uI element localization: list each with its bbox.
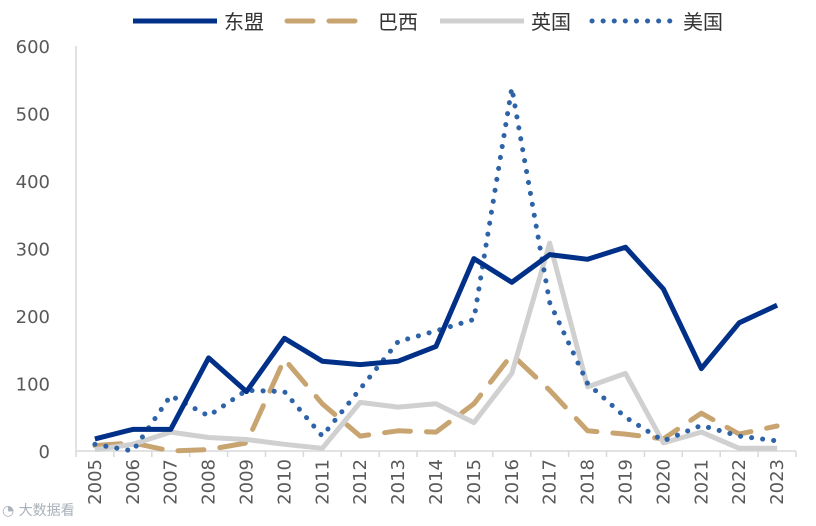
x-tick-label: 2023	[767, 459, 788, 505]
y-tick-label: 500	[16, 105, 50, 126]
watermark-icon: ◔	[2, 503, 19, 519]
legend-label-1: 巴西	[378, 10, 418, 34]
y-tick-label: 0	[39, 442, 50, 463]
x-tick-label: 2022	[729, 459, 750, 505]
series-line-0	[94, 244, 779, 442]
x-tick-label: 2021	[691, 459, 712, 505]
x-tick-label: 2006	[123, 459, 144, 505]
x-tick-label: 2015	[464, 459, 485, 505]
x-tick-label: 2020	[653, 459, 674, 505]
x-tick-label: 2009	[237, 459, 258, 505]
y-tick-label: 300	[16, 240, 50, 261]
x-tick-label: 2005	[85, 459, 106, 505]
x-tick-label: 2017	[540, 459, 561, 505]
y-tick-label: 400	[16, 172, 50, 193]
x-tick-label: 2011	[312, 459, 333, 505]
y-tick-label: 200	[16, 307, 50, 328]
x-tick-label: 2010	[274, 459, 295, 505]
x-tick-label: 2013	[388, 459, 409, 505]
watermark: ◔ 大数据看	[2, 503, 75, 519]
series-line-3	[92, 85, 780, 454]
x-tick-label: 2007	[161, 459, 182, 505]
legend-label-0: 东盟	[224, 10, 264, 34]
x-tick-label: 2012	[350, 459, 371, 505]
axes: 0 100 200 300 400 500 600 2005 2006 2007 2008 2009 2…	[16, 37, 797, 505]
y-tick-label: 100	[16, 375, 50, 396]
x-tick-label: 2014	[426, 459, 447, 505]
x-tick-label: 2008	[199, 459, 220, 505]
legend-label-2: 英国	[531, 10, 571, 34]
x-tick-label: 2019	[615, 459, 636, 505]
series-line-2	[94, 240, 778, 453]
series-group	[92, 85, 780, 454]
y-tick-label: 600	[16, 37, 50, 58]
legend: 东盟 巴西 英国 美国	[133, 10, 723, 34]
x-tick-label: 2016	[502, 459, 523, 505]
legend-label-3: 美国	[683, 10, 723, 34]
x-tick-label: 2018	[578, 459, 599, 505]
